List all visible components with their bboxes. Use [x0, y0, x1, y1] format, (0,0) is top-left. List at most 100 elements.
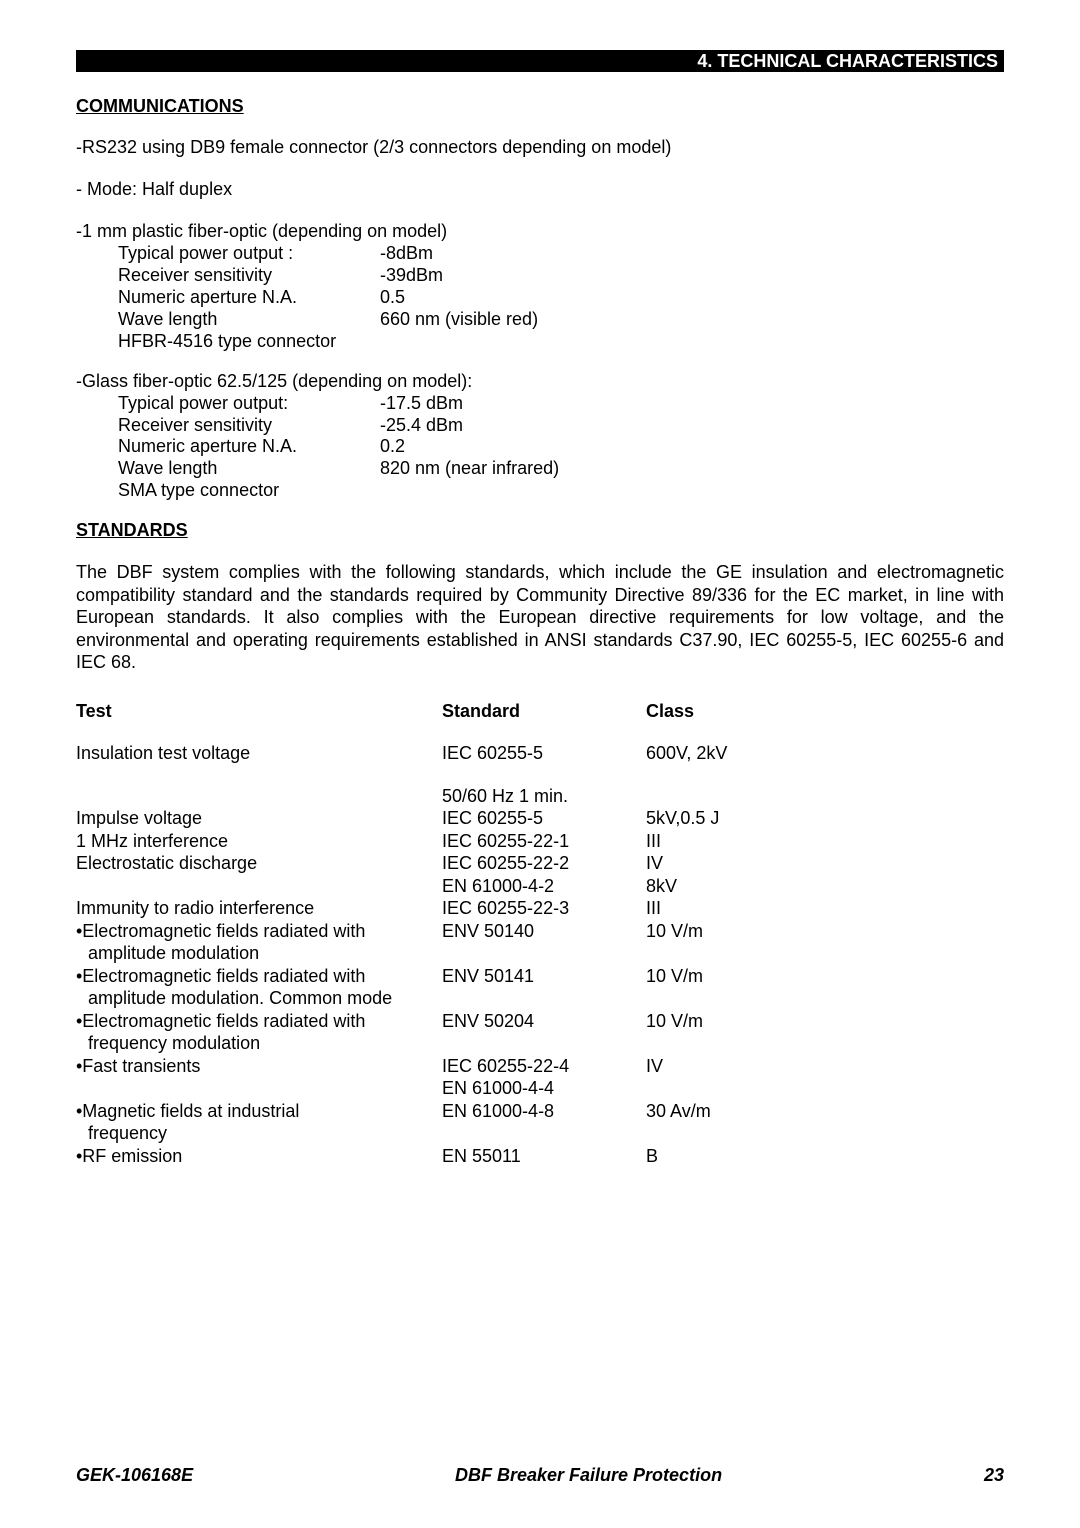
standards-class-cell: 5kV,0.5 J — [646, 807, 719, 830]
standards-row: Insulation test voltageIEC 60255-5600V, … — [76, 742, 1004, 765]
glass-spec-label: Numeric aperture N.A. — [76, 436, 380, 458]
standards-row: 50/60 Hz 1 min. — [76, 785, 1004, 808]
standards-test-cell — [76, 785, 442, 808]
standards-test-cell: 1 MHz interference — [76, 830, 442, 853]
plastic-spec-row: Wave length660 nm (visible red) — [76, 309, 1004, 331]
standards-row: Impulse voltageIEC 60255-55kV,0.5 J — [76, 807, 1004, 830]
standards-row: Immunity to radio interferenceIEC 60255-… — [76, 897, 1004, 920]
standards-row: EN 61000-4-4 — [76, 1077, 1004, 1100]
standards-class-cell: III — [646, 897, 661, 920]
standards-test-cell: Insulation test voltage — [76, 742, 442, 765]
glass-spec-label: Receiver sensitivity — [76, 415, 380, 437]
standards-standard-cell: IEC 60255-22-4 — [442, 1055, 646, 1078]
standards-test-cell: •Fast transients — [76, 1055, 442, 1078]
header-test: Test — [76, 700, 442, 723]
standards-standard-cell: IEC 60255-22-2 — [442, 852, 646, 875]
standards-row: •RF emissionEN 55011B — [76, 1145, 1004, 1168]
glass-fiber-lead: -Glass fiber-optic 62.5/125 (depending o… — [76, 371, 1004, 393]
footer-doc-code: GEK-106168E — [76, 1465, 193, 1486]
standards-standard-cell: IEC 60255-22-3 — [442, 897, 646, 920]
standards-class-cell: IV — [646, 852, 663, 875]
standards-standard-cell — [454, 1122, 658, 1145]
standards-standard-cell — [454, 942, 658, 965]
footer-title: DBF Breaker Failure Protection — [455, 1465, 722, 1486]
plastic-spec-row: Receiver sensitivity-39dBm — [76, 265, 1004, 287]
standards-row: •Electromagnetic fields radiated withENV… — [76, 920, 1004, 943]
standards-class-cell: IV — [646, 1055, 663, 1078]
plastic-fiber-lead: -1 mm plastic fiber-optic (depending on … — [76, 221, 1004, 243]
standards-test-cell — [76, 1077, 442, 1100]
standards-class-cell: 10 V/m — [646, 965, 703, 988]
standards-class-cell: III — [646, 830, 661, 853]
standards-table-header: Test Standard Class — [76, 700, 1004, 723]
standards-standard-cell — [454, 1032, 658, 1055]
standards-standard-cell: EN 61000-4-4 — [442, 1077, 646, 1100]
standards-test-cell: frequency modulation — [76, 1032, 454, 1055]
standards-class-cell: 10 V/m — [646, 1010, 703, 1033]
standards-test-cell: Electrostatic discharge — [76, 852, 442, 875]
standards-class-cell: 600V, 2kV — [646, 742, 727, 765]
glass-spec-row: Typical power output:-17.5 dBm — [76, 393, 1004, 415]
standards-paragraph: The DBF system complies with the followi… — [76, 561, 1004, 674]
rs232-line: -RS232 using DB9 female connector (2/3 c… — [76, 137, 1004, 159]
standards-test-cell: •Electromagnetic fields radiated with — [76, 1010, 442, 1033]
page: 4. TECHNICAL CHARACTERISTICS COMMUNICATI… — [0, 0, 1080, 1528]
glass-spec-row: Wave length820 nm (near infrared) — [76, 458, 1004, 480]
standards-standard-cell: IEC 60255-5 — [442, 742, 646, 765]
standards-row-gap — [76, 765, 1004, 785]
standards-standard-cell: 50/60 Hz 1 min. — [442, 785, 646, 808]
standards-row: •Fast transientsIEC 60255-22-4IV — [76, 1055, 1004, 1078]
glass-spec-label: Wave length — [76, 458, 380, 480]
standards-test-cell: amplitude modulation — [76, 942, 454, 965]
plastic-fiber-trailer: HFBR-4516 type connector — [76, 331, 1004, 353]
glass-spec-value: 820 nm (near infrared) — [380, 458, 559, 480]
glass-fiber-trailer: SMA type connector — [76, 480, 1004, 502]
standards-test-cell: Immunity to radio interference — [76, 897, 442, 920]
standards-class-cell: 8kV — [646, 875, 677, 898]
glass-spec-row: Numeric aperture N.A.0.2 — [76, 436, 1004, 458]
header-standard: Standard — [442, 700, 646, 723]
standards-row: •Electromagnetic fields radiated withENV… — [76, 965, 1004, 988]
standards-standard-cell: EN 55011 — [442, 1145, 646, 1168]
plastic-fiber-block: -1 mm plastic fiber-optic (depending on … — [76, 221, 1004, 353]
glass-spec-label: Typical power output: — [76, 393, 380, 415]
footer-page-number: 23 — [984, 1465, 1004, 1486]
plastic-spec-row: Numeric aperture N.A.0.5 — [76, 287, 1004, 309]
standards-standard-cell: EN 61000-4-8 — [442, 1100, 646, 1123]
standards-row: EN 61000-4-28kV — [76, 875, 1004, 898]
plastic-spec-label: Numeric aperture N.A. — [76, 287, 380, 309]
plastic-spec-value: 0.5 — [380, 287, 405, 309]
standards-class-cell: 30 Av/m — [646, 1100, 711, 1123]
standards-standard-cell: EN 61000-4-2 — [442, 875, 646, 898]
standards-row: amplitude modulation. Common mode — [76, 987, 1004, 1010]
standards-test-cell — [76, 875, 442, 898]
standards-test-cell: •RF emission — [76, 1145, 442, 1168]
standards-test-cell: •Electromagnetic fields radiated with — [76, 965, 442, 988]
standards-standard-cell: IEC 60255-22-1 — [442, 830, 646, 853]
standards-test-cell: amplitude modulation. Common mode — [76, 987, 454, 1010]
standards-heading: STANDARDS — [76, 520, 1004, 541]
standards-row: frequency — [76, 1122, 1004, 1145]
standards-standard-cell: ENV 50141 — [442, 965, 646, 988]
plastic-spec-row: Typical power output :-8dBm — [76, 243, 1004, 265]
standards-standard-cell — [454, 987, 658, 1010]
plastic-spec-label: Wave length — [76, 309, 380, 331]
plastic-spec-value: -39dBm — [380, 265, 443, 287]
header-class: Class — [646, 700, 694, 723]
plastic-spec-label: Typical power output : — [76, 243, 380, 265]
standards-row: Electrostatic dischargeIEC 60255-22-2IV — [76, 852, 1004, 875]
glass-spec-value: -17.5 dBm — [380, 393, 463, 415]
standards-standard-cell: IEC 60255-5 — [442, 807, 646, 830]
standards-row: frequency modulation — [76, 1032, 1004, 1055]
standards-row: •Magnetic fields at industrialEN 61000-4… — [76, 1100, 1004, 1123]
standards-table: Test Standard Class Insulation test volt… — [76, 700, 1004, 1168]
section-header-label: 4. TECHNICAL CHARACTERISTICS — [697, 51, 998, 72]
standards-row: amplitude modulation — [76, 942, 1004, 965]
standards-test-cell: •Magnetic fields at industrial — [76, 1100, 442, 1123]
standards-class-cell: B — [646, 1145, 658, 1168]
glass-fiber-block: -Glass fiber-optic 62.5/125 (depending o… — [76, 371, 1004, 503]
page-footer: GEK-106168E DBF Breaker Failure Protecti… — [76, 1465, 1004, 1486]
glass-spec-row: Receiver sensitivity-25.4 dBm — [76, 415, 1004, 437]
standards-test-cell: Impulse voltage — [76, 807, 442, 830]
standards-standard-cell: ENV 50204 — [442, 1010, 646, 1033]
